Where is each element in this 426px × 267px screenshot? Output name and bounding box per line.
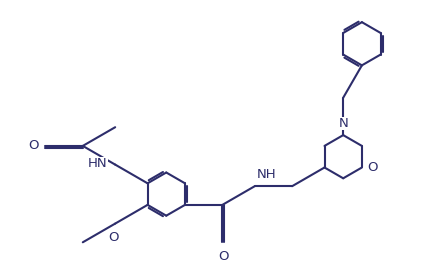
Text: O: O: [367, 161, 377, 174]
Text: O: O: [218, 250, 228, 263]
Text: NH: NH: [257, 168, 276, 181]
Text: N: N: [338, 117, 348, 130]
Text: HN: HN: [88, 157, 108, 170]
Text: O: O: [108, 231, 118, 244]
Text: O: O: [29, 139, 39, 152]
